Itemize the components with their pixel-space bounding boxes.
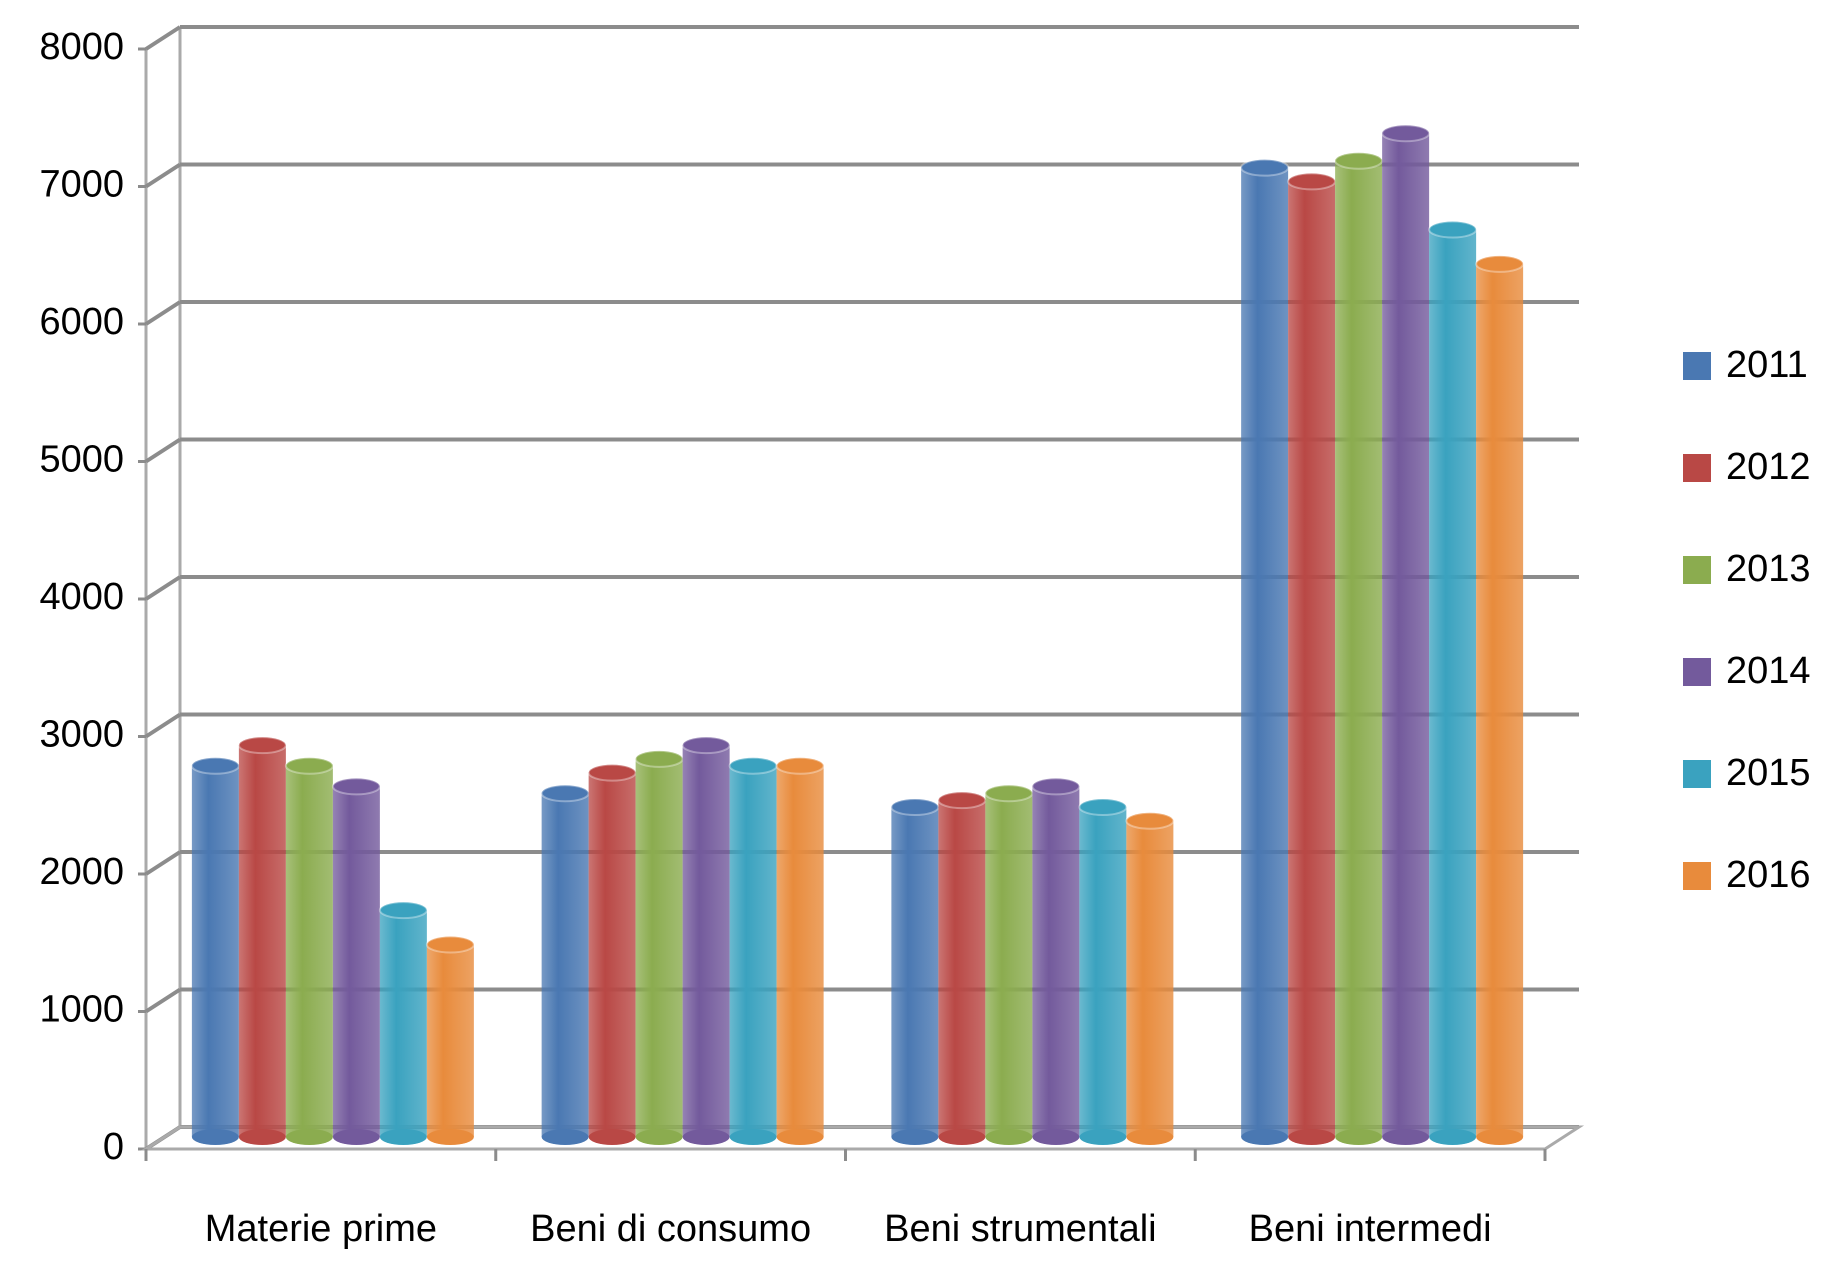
bar: [588, 772, 636, 1137]
legend-label: 2011: [1726, 344, 1808, 386]
bar: [776, 765, 824, 1137]
bar: [985, 793, 1033, 1137]
bar: [635, 758, 683, 1137]
legend-label: 2013: [1726, 548, 1811, 590]
bar: [541, 793, 589, 1137]
bar-top: [425, 935, 475, 954]
floor: [140, 1125, 1585, 1151]
bar: [1241, 167, 1289, 1137]
grid-diag: [144, 987, 182, 1014]
bar-top: [1078, 798, 1128, 816]
bar: [729, 765, 777, 1137]
grid-diag: [144, 850, 182, 876]
bar-top: [634, 749, 684, 768]
bar-top: [775, 756, 825, 775]
bar: [1126, 820, 1174, 1137]
legend-label: 2016: [1726, 854, 1811, 896]
bar-top: [890, 798, 940, 816]
bar-top: [587, 763, 637, 782]
bar: [1335, 160, 1383, 1137]
grid-diag: [144, 25, 182, 51]
bar-top: [540, 784, 590, 803]
bar: [332, 786, 380, 1137]
legend-label: 2014: [1726, 650, 1811, 692]
x-tick-label: Beni strumentali: [884, 1208, 1156, 1250]
x-tick-label: Materie prime: [205, 1208, 437, 1250]
y-tick-label: 5000: [39, 439, 124, 481]
legend-swatch: [1683, 352, 1711, 380]
x-tick-label: Beni intermedi: [1249, 1208, 1492, 1250]
legend-swatch: [1683, 556, 1711, 584]
bar-top: [1125, 811, 1175, 830]
bar: [1032, 786, 1080, 1137]
bar: [1476, 263, 1524, 1137]
y-tick-label: 1000: [39, 989, 124, 1031]
grid-diag: [144, 437, 182, 464]
bar-top: [1240, 158, 1290, 177]
grid-diag: [144, 300, 182, 326]
bar-top: [1428, 220, 1478, 239]
bar: [379, 910, 427, 1137]
bar-top: [984, 784, 1034, 803]
bar-top: [331, 777, 381, 796]
grid-diag: [144, 575, 182, 601]
bar: [891, 807, 939, 1137]
y-tick-label: 6000: [39, 301, 124, 343]
bar-top: [1475, 254, 1525, 273]
y-tick-label: 2000: [39, 851, 124, 893]
bar: [1079, 807, 1127, 1137]
grid-diag: [144, 162, 182, 189]
legend-swatch: [1683, 760, 1711, 788]
bar-top: [237, 736, 287, 755]
y-tick-label: 4000: [39, 576, 124, 618]
bar-top: [728, 756, 778, 775]
bar-top: [1031, 777, 1081, 796]
bar-top: [681, 736, 731, 755]
y-tick-label: 8000: [39, 26, 124, 68]
bar: [938, 800, 986, 1137]
bar: [682, 745, 730, 1137]
x-tick-label: Beni di consumo: [530, 1208, 811, 1250]
legend-label: 2012: [1726, 446, 1811, 488]
legend-label: 2015: [1726, 752, 1811, 794]
bar-top: [1287, 172, 1337, 191]
bar-top: [937, 791, 987, 810]
bar: [426, 944, 474, 1137]
grid-diag: [144, 712, 182, 739]
bar: [238, 745, 286, 1137]
legend-swatch: [1683, 658, 1711, 686]
y-tick-label: 3000: [39, 714, 124, 756]
bar: [285, 765, 333, 1137]
bar-top: [1381, 124, 1431, 143]
bar: [1382, 133, 1430, 1137]
bar: [1288, 181, 1336, 1137]
y-tick-label: 0: [103, 1126, 124, 1168]
bar-top: [378, 901, 428, 920]
bar-top: [190, 756, 240, 775]
bar: [1429, 229, 1477, 1137]
legend-swatch: [1683, 454, 1711, 482]
bar-top: [1334, 151, 1384, 170]
bar-top: [284, 756, 334, 775]
legend-swatch: [1683, 862, 1711, 890]
bar: [191, 765, 239, 1137]
y-tick-label: 7000: [39, 164, 124, 206]
